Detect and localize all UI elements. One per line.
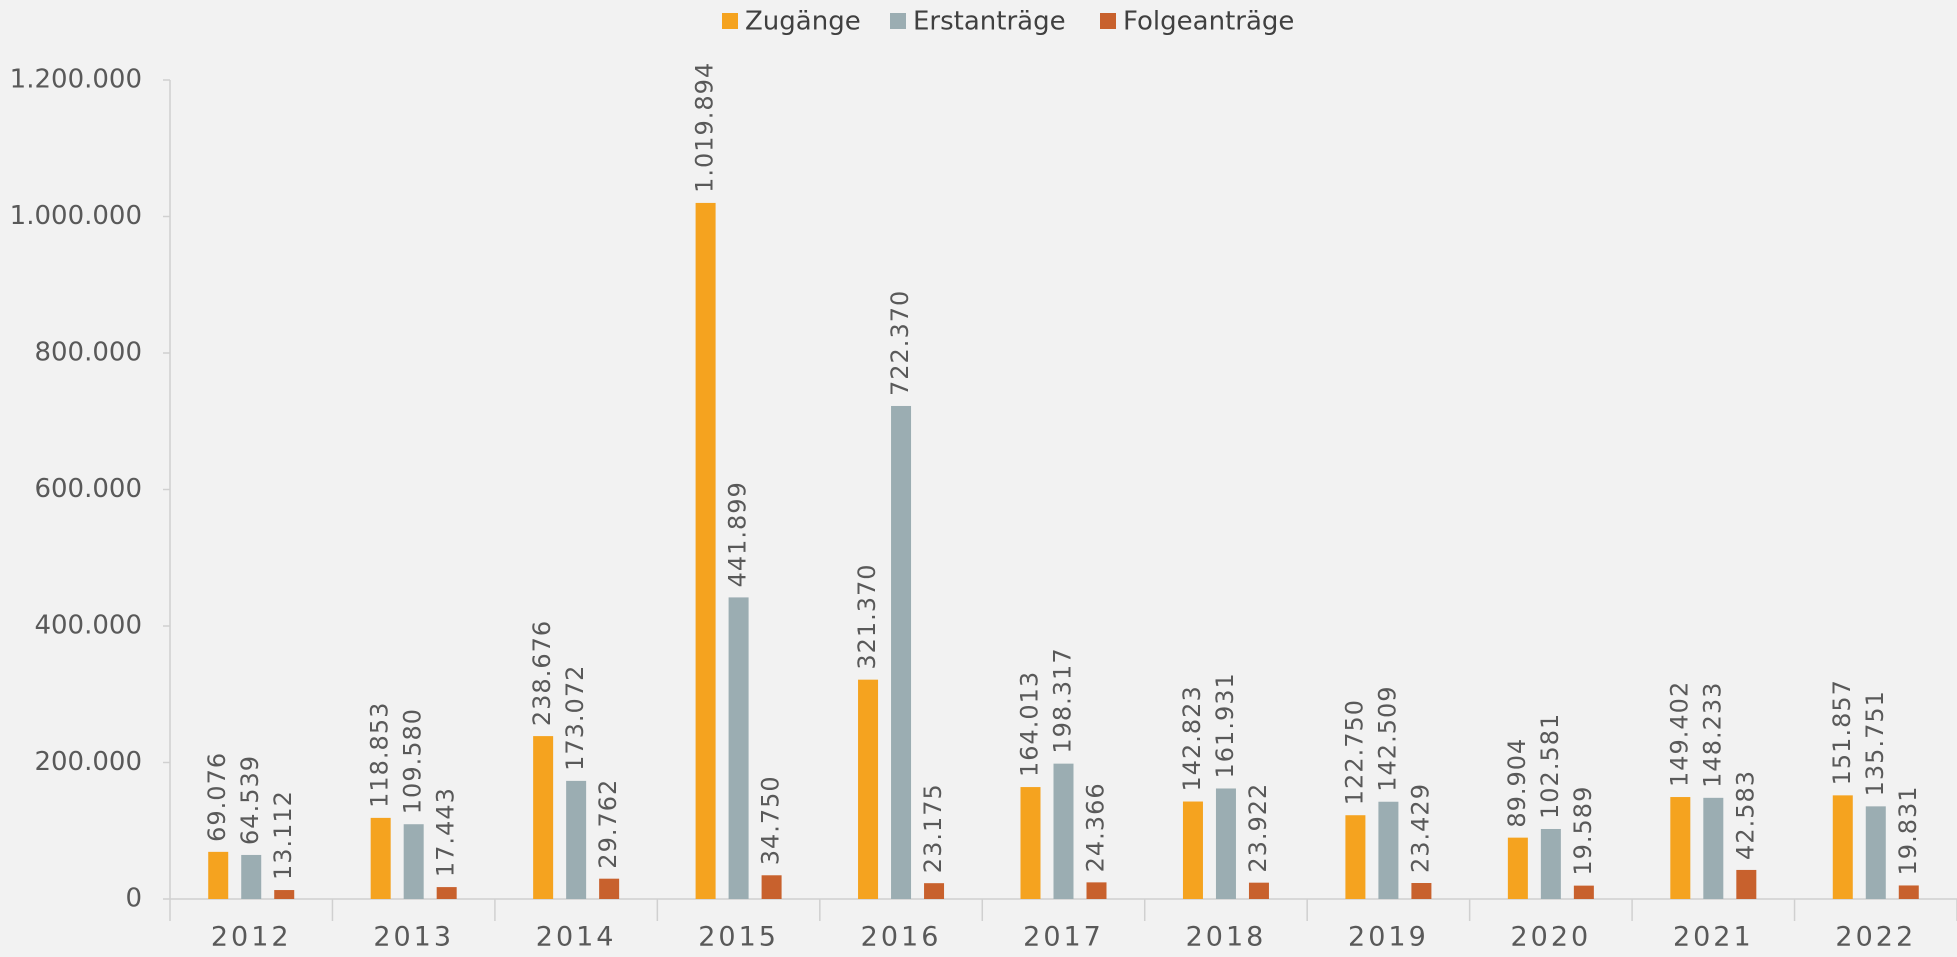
bar <box>1248 882 1269 899</box>
value-label: 69.076 <box>203 752 231 842</box>
x-tick-label: 2012 <box>211 922 292 953</box>
value-label: 24.366 <box>1082 782 1110 872</box>
bar <box>1020 787 1041 899</box>
x-tick-label: 2019 <box>1348 922 1429 953</box>
value-label: 34.750 <box>757 775 785 865</box>
bar <box>1053 763 1074 899</box>
value-label: 23.429 <box>1406 783 1434 873</box>
value-label: 722.370 <box>886 290 914 396</box>
bar <box>403 824 424 899</box>
legend-swatch <box>722 13 738 29</box>
y-tick-label: 400.000 <box>34 611 142 641</box>
bar <box>599 878 620 899</box>
bar <box>1507 837 1528 899</box>
legend-swatch <box>890 13 906 29</box>
x-tick-label: 2016 <box>861 922 942 953</box>
x-tick-label: 2014 <box>536 922 617 953</box>
legend-label: Erstanträge <box>913 7 1066 37</box>
x-tick-label: 2021 <box>1673 922 1754 953</box>
value-label: 109.580 <box>399 708 427 814</box>
bar <box>1736 869 1757 899</box>
bar <box>370 817 391 899</box>
bar <box>436 887 457 899</box>
value-label: 29.762 <box>594 779 622 869</box>
y-tick-label: 0 <box>125 884 142 914</box>
value-label: 441.899 <box>724 481 752 587</box>
x-tick-label: 2015 <box>698 922 779 953</box>
y-tick-label: 600.000 <box>34 474 142 504</box>
value-label: 23.175 <box>919 783 947 873</box>
value-label: 118.853 <box>366 702 394 808</box>
value-label: 173.072 <box>561 665 589 771</box>
bar <box>891 405 912 899</box>
bar <box>1832 795 1853 899</box>
bar <box>1898 885 1919 899</box>
value-label: 164.013 <box>1016 671 1044 777</box>
bar <box>1086 882 1107 899</box>
value-label: 89.904 <box>1503 738 1531 828</box>
x-tick-label: 2017 <box>1023 922 1104 953</box>
bar <box>728 597 749 899</box>
value-label: 321.370 <box>853 563 881 669</box>
bar <box>1865 806 1886 899</box>
x-tick-label: 2013 <box>373 922 454 953</box>
value-label: 151.857 <box>1828 679 1856 785</box>
bar <box>924 883 945 899</box>
bar <box>858 679 879 899</box>
legend-label: Zugänge <box>745 7 861 37</box>
value-label: 19.831 <box>1894 785 1922 875</box>
y-tick-label: 800.000 <box>34 338 142 368</box>
bar <box>208 851 229 899</box>
value-label: 161.931 <box>1211 672 1239 778</box>
value-label: 142.823 <box>1178 685 1206 791</box>
value-label: 17.443 <box>432 787 460 877</box>
bar <box>1182 801 1203 899</box>
bar <box>1215 788 1236 899</box>
legend-label: Folgeanträge <box>1123 7 1294 37</box>
bar <box>1573 885 1594 899</box>
value-label: 42.583 <box>1731 770 1759 860</box>
value-label: 1.019.894 <box>691 62 719 193</box>
x-tick-label: 2020 <box>1511 922 1592 953</box>
value-label: 23.922 <box>1244 783 1272 873</box>
bar <box>1670 797 1691 899</box>
value-label: 102.581 <box>1536 713 1564 819</box>
bar <box>1345 815 1366 899</box>
bar <box>566 780 587 899</box>
value-label: 142.509 <box>1373 685 1401 791</box>
value-label: 122.750 <box>1340 699 1368 805</box>
value-label: 148.233 <box>1698 682 1726 788</box>
value-label: 135.751 <box>1861 690 1889 796</box>
y-tick-label: 1.000.000 <box>10 201 142 231</box>
x-tick-label: 2018 <box>1186 922 1267 953</box>
bar <box>695 202 716 899</box>
bar <box>274 890 295 899</box>
bar <box>1411 883 1432 899</box>
bar <box>761 875 782 899</box>
x-tick-label: 2022 <box>1835 922 1916 953</box>
legend-swatch <box>1100 13 1116 29</box>
value-label: 149.402 <box>1665 681 1693 787</box>
bar <box>533 736 554 899</box>
y-tick-label: 1.200.000 <box>10 65 142 95</box>
value-label: 64.539 <box>236 755 264 845</box>
y-tick-label: 200.000 <box>34 747 142 777</box>
bar <box>1378 801 1399 899</box>
value-label: 19.589 <box>1569 786 1597 876</box>
value-label: 13.112 <box>269 790 297 880</box>
value-label: 198.317 <box>1049 647 1077 753</box>
value-label: 238.676 <box>528 620 556 726</box>
bar <box>241 854 262 899</box>
bar <box>1703 797 1724 899</box>
bar <box>1540 828 1561 899</box>
